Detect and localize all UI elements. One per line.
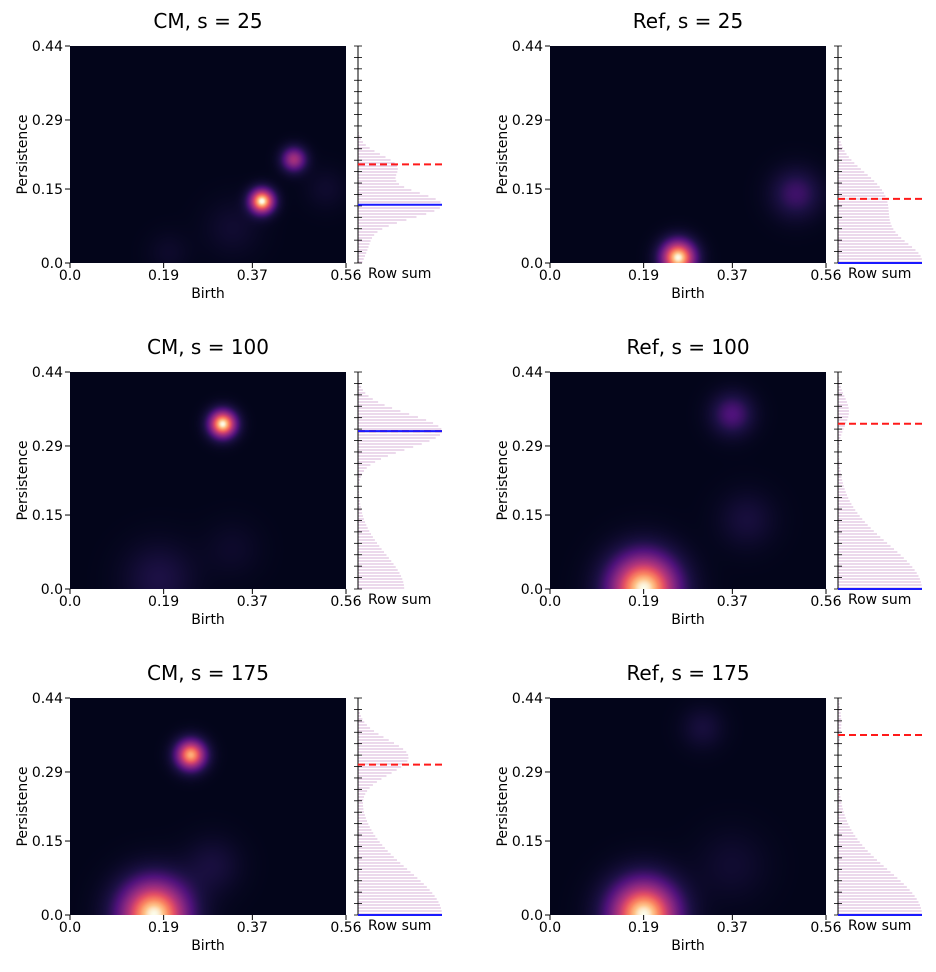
y-tick-label: 0.0 bbox=[521, 256, 543, 272]
y-tick-label: 0.44 bbox=[512, 691, 543, 707]
y-tick-label: 0.44 bbox=[512, 365, 543, 381]
x-tick-label: 0.37 bbox=[717, 594, 748, 610]
x-tick-label: 0.56 bbox=[330, 594, 361, 610]
y-tick-label: 0.44 bbox=[32, 39, 63, 55]
y-tick-label: 0.15 bbox=[512, 182, 543, 198]
heatmap-image bbox=[70, 46, 346, 263]
x-axis-label: Birth bbox=[671, 286, 705, 302]
y-tick-label: 0.0 bbox=[41, 908, 63, 924]
x-tick-label: 0.0 bbox=[539, 920, 561, 936]
y-tick-label: 0.0 bbox=[521, 582, 543, 598]
y-tick-label: 0.15 bbox=[32, 834, 63, 850]
y-axis-label: Persistence bbox=[15, 114, 31, 194]
x-tick-label: 0.0 bbox=[539, 594, 561, 610]
row-sum-label: Row sum bbox=[368, 918, 431, 934]
x-axis-label: Birth bbox=[191, 938, 225, 954]
y-tick-label: 0.15 bbox=[32, 182, 63, 198]
y-axis-label: Persistence bbox=[495, 766, 511, 846]
heatmap-image bbox=[70, 372, 346, 589]
subplot-panel-4: CM, s = 175 0.0 0.19 0.37 0.56 0.0 0.15 0.29 0.4… bbox=[15, 661, 442, 954]
row-sum-label: Row sum bbox=[848, 266, 911, 282]
x-tick-label: 0.19 bbox=[148, 920, 179, 936]
y-tick-label: 0.29 bbox=[32, 439, 63, 455]
x-tick-label: 0.37 bbox=[237, 920, 268, 936]
x-tick-label: 0.0 bbox=[539, 268, 561, 284]
x-tick-label: 0.19 bbox=[628, 920, 659, 936]
x-axis-label: Birth bbox=[191, 286, 225, 302]
x-tick-label: 0.37 bbox=[237, 268, 268, 284]
y-tick-label: 0.44 bbox=[512, 39, 543, 55]
y-axis-label: Persistence bbox=[495, 114, 511, 194]
y-axis-label: Persistence bbox=[15, 440, 31, 520]
heatmap-image bbox=[550, 698, 826, 915]
y-tick-label: 0.0 bbox=[41, 256, 63, 272]
y-tick-label: 0.0 bbox=[521, 908, 543, 924]
x-tick-label: 0.19 bbox=[628, 594, 659, 610]
x-tick-label: 0.19 bbox=[148, 594, 179, 610]
subplot-title: Ref, s = 100 bbox=[626, 335, 749, 359]
y-tick-label: 0.44 bbox=[32, 365, 63, 381]
row-sum-label: Row sum bbox=[848, 918, 911, 934]
y-tick-label: 0.29 bbox=[32, 765, 63, 781]
heatmap-image bbox=[550, 372, 826, 589]
y-tick-label: 0.29 bbox=[512, 439, 543, 455]
x-tick-label: 0.56 bbox=[810, 268, 841, 284]
subplot-title: CM, s = 100 bbox=[147, 335, 269, 359]
x-tick-label: 0.37 bbox=[237, 594, 268, 610]
y-tick-label: 0.0 bbox=[41, 582, 63, 598]
y-tick-label: 0.29 bbox=[512, 113, 543, 129]
x-axis-label: Birth bbox=[671, 938, 705, 954]
subplot-title: Ref, s = 25 bbox=[633, 9, 743, 33]
subplot-panel-0: CM, s = 25 0.0 0.19 0.37 0.56 0.0 0.15 0.29 0.44… bbox=[15, 9, 442, 302]
x-tick-label: 0.19 bbox=[628, 268, 659, 284]
subplot-title: CM, s = 175 bbox=[147, 661, 269, 685]
y-axis-label: Persistence bbox=[495, 440, 511, 520]
x-tick-label: 0.56 bbox=[330, 920, 361, 936]
y-axis-label: Persistence bbox=[15, 766, 31, 846]
x-tick-label: 0.19 bbox=[148, 268, 179, 284]
x-tick-label: 0.0 bbox=[59, 268, 81, 284]
subplot-panel-1: Ref, s = 25 0.0 0.19 0.37 0.56 0.0 0.15 0.29 0.4… bbox=[495, 9, 922, 302]
y-tick-label: 0.44 bbox=[32, 691, 63, 707]
row-sum-label: Row sum bbox=[368, 592, 431, 608]
x-tick-label: 0.56 bbox=[330, 268, 361, 284]
row-sum-label: Row sum bbox=[848, 592, 911, 608]
x-tick-label: 0.37 bbox=[717, 268, 748, 284]
subplot-title: CM, s = 25 bbox=[153, 9, 262, 33]
y-tick-label: 0.15 bbox=[512, 834, 543, 850]
subplot-panel-5: Ref, s = 175 0.0 0.19 0.37 0.56 0.0 0.15 0.29 0.… bbox=[495, 661, 922, 954]
y-tick-label: 0.15 bbox=[512, 508, 543, 524]
subplot-title: Ref, s = 175 bbox=[626, 661, 749, 685]
x-tick-label: 0.56 bbox=[810, 594, 841, 610]
x-tick-label: 0.0 bbox=[59, 594, 81, 610]
heatmap-image bbox=[70, 698, 346, 915]
x-axis-label: Birth bbox=[671, 612, 705, 628]
y-tick-label: 0.15 bbox=[32, 508, 63, 524]
y-tick-label: 0.29 bbox=[32, 113, 63, 129]
row-sum-label: Row sum bbox=[368, 266, 431, 282]
subplot-panel-3: Ref, s = 100 0.0 0.19 0.37 0.56 0.0 0.15 0.29 0.… bbox=[495, 335, 922, 628]
subplot-panel-2: CM, s = 100 0.0 0.19 0.37 0.56 0.0 0.15 0.29 0.4… bbox=[15, 335, 442, 628]
y-tick-label: 0.29 bbox=[512, 765, 543, 781]
x-tick-label: 0.56 bbox=[810, 920, 841, 936]
x-tick-label: 0.0 bbox=[59, 920, 81, 936]
x-axis-label: Birth bbox=[191, 612, 225, 628]
x-tick-label: 0.37 bbox=[717, 920, 748, 936]
heatmap-image bbox=[550, 46, 826, 263]
